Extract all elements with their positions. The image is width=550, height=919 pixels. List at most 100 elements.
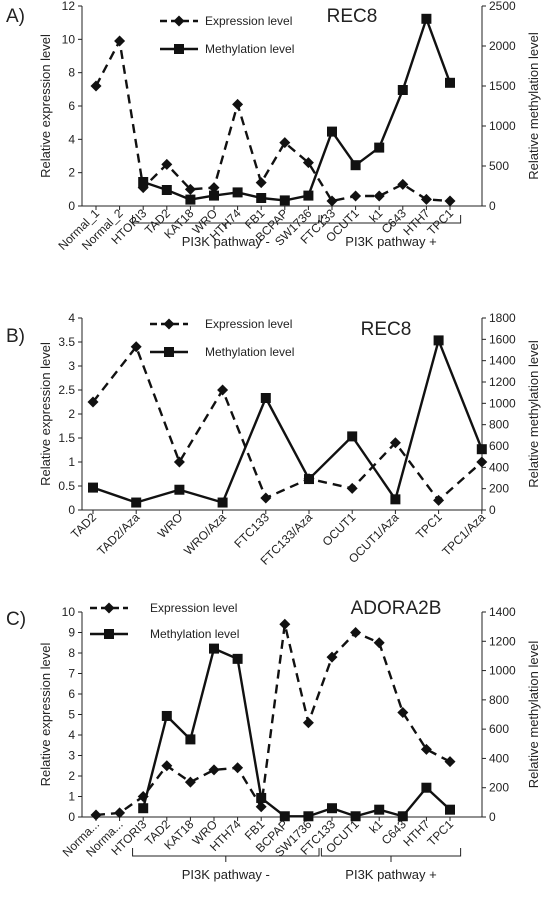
y-tick-label-left: 8 [68,66,75,80]
data-point-expression [444,756,456,768]
data-point-expression [279,618,291,630]
data-point-expression [161,760,173,772]
group-label: PI3K pathway + [345,234,436,249]
data-point-expression [217,384,229,396]
data-point-methylation [185,194,196,205]
data-point-expression [433,494,445,506]
data-point-methylation [433,335,444,346]
y-tick-label-right: 1500 [489,79,516,93]
y-tick-label-left: 4 [68,311,75,325]
data-point-expression [184,776,196,788]
y-tick-label-left: 1 [68,790,75,804]
y-tick-label-left: 1 [68,455,75,469]
y-tick-label-right: 1400 [489,354,516,368]
data-point-expression [444,195,456,207]
y-tick-label-left: 3 [68,749,75,763]
group-label: PI3K pathway + [345,867,436,882]
y-tick-label-left: 10 [62,605,76,619]
data-point-expression [90,80,102,92]
data-point-methylation [390,494,401,505]
data-point-methylation [88,482,98,493]
y-tick-label-left: 3.5 [58,335,75,349]
y-tick-label-right: 0 [489,503,496,517]
series-line-expression [92,345,483,502]
data-point-methylation [445,77,455,88]
panel-label: B) [6,326,25,347]
data-point-methylation [347,431,358,442]
data-point-expression [232,762,244,774]
y-tick-label-left: 0 [68,503,75,517]
group-bracket [320,848,462,857]
chart-title: ADORA2B [351,598,442,619]
y-axis-label-right: Relative methylation level [526,340,541,488]
y-tick-label-right: 1400 [489,605,516,619]
data-point-expression [373,190,385,202]
legend-label: Methylation level [205,42,294,56]
x-tick-label: TPC1 [413,510,445,542]
data-point-methylation [279,195,290,206]
y-tick-label-left: 9 [68,626,75,640]
y-tick-label-left: 2 [68,166,75,180]
y-tick-label-right: 200 [489,482,509,496]
data-point-expression [114,35,126,47]
data-point-expression [302,157,314,169]
data-point-methylation [279,811,290,822]
legend-label: Methylation level [150,627,239,641]
y-tick-label-right: 800 [489,418,509,432]
panel-label: A) [6,6,25,27]
data-point-expression [326,195,338,207]
chart-panel-1: A) REC8 0 2 4 6 8 10 12 0 500 1000 1500 2000 2500 Relat… [6,0,541,253]
data-point-expression [420,193,432,205]
legend-marker-diamond [103,602,115,614]
data-point-expression [302,717,314,729]
x-tick-label: FTC133 [231,510,272,551]
y-tick-label-right: 2000 [489,39,516,53]
data-point-methylation [138,177,149,187]
data-point-methylation [209,190,219,201]
data-point-methylation [138,803,149,814]
data-point-expression [326,651,338,663]
data-point-methylation [303,190,314,201]
x-tick-label: TPC1/Aza [439,510,488,559]
data-point-methylation [327,803,337,814]
data-point-expression [350,190,362,202]
y-tick-label-left: 0 [68,810,75,824]
y-tick-label-right: 1200 [489,375,516,389]
y-tick-label-left: 3 [68,359,75,373]
y-axis-label-right: Relative methylation level [526,32,541,180]
x-tick-label: TPC1 [425,817,457,849]
data-point-methylation [445,804,455,815]
y-tick-label-left: 6 [68,99,75,113]
y-tick-label-left: 2 [68,407,75,421]
data-point-expression [279,137,291,149]
legend-label: Expression level [205,14,292,28]
y-tick-label-left: 2.5 [58,383,75,397]
data-point-expression [184,183,196,195]
x-tick-label: WRO [155,510,186,541]
data-point-methylation [350,160,361,171]
data-point-methylation [256,193,267,203]
legend-marker-square [104,629,114,639]
y-axis-label-left: Relative expression level [38,34,53,178]
y-axis-label-right: Relative methylation level [526,641,541,789]
data-point-expression [114,807,126,819]
y-tick-label-right: 0 [489,199,496,213]
y-tick-label-right: 600 [489,439,509,453]
data-point-expression [346,482,358,494]
chart-title: REC8 [361,319,412,340]
y-tick-label-left: 7 [68,667,75,681]
y-tick-label-right: 1000 [489,396,516,410]
data-point-expression [161,158,173,170]
data-point-expression [232,98,244,110]
data-point-methylation [217,497,228,508]
series-line-expression [94,39,451,203]
data-point-expression [255,801,267,813]
data-point-expression [397,178,409,190]
y-tick-label-left: 12 [62,0,76,13]
x-tick-label: WRO/Aza [181,510,229,558]
data-point-expression [476,456,488,468]
data-point-expression [389,437,401,449]
y-tick-label-right: 0 [489,810,496,824]
data-point-methylation [161,185,172,195]
legend-marker-diamond [163,318,175,330]
